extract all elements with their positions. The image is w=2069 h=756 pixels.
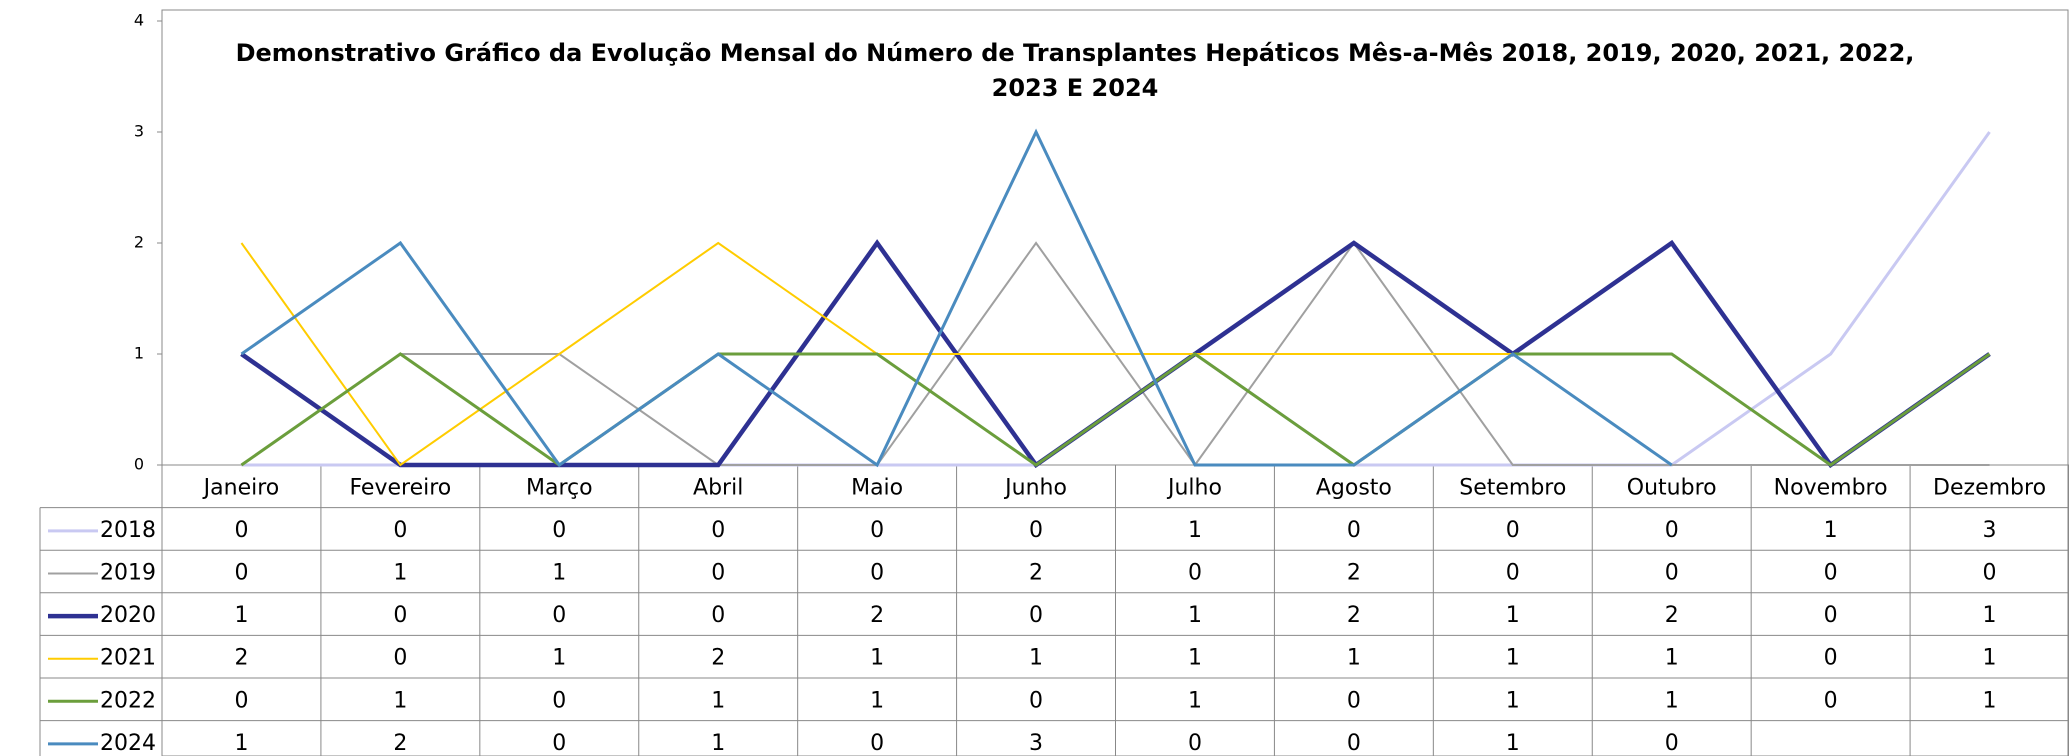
x-tick-label: Abril — [693, 475, 743, 500]
table-value: 2 — [1347, 561, 1361, 586]
table-value: 0 — [1983, 561, 1997, 586]
series-line — [240, 128, 1673, 468]
table-value: 1 — [393, 561, 407, 586]
table-value: 0 — [1824, 646, 1838, 671]
table-value: 1 — [1665, 646, 1679, 671]
y-tick-label: 2 — [134, 233, 144, 252]
table-value: 1 — [1188, 688, 1202, 713]
table-value: 2 — [393, 731, 407, 756]
table-value: 1 — [711, 731, 725, 756]
x-tick-label: Agosto — [1316, 475, 1392, 500]
y-tick-label: 1 — [134, 344, 144, 363]
table-value: 0 — [1347, 731, 1361, 756]
table-value: 1 — [1029, 646, 1043, 671]
table-value: 0 — [1029, 518, 1043, 543]
table-value: 2 — [870, 603, 884, 628]
table-value: 1 — [1506, 731, 1520, 756]
table-value: 0 — [711, 603, 725, 628]
table-value: 0 — [234, 518, 248, 543]
x-tick-label: Fevereiro — [349, 475, 451, 500]
table-value: 0 — [1347, 688, 1361, 713]
table-value: 0 — [552, 688, 566, 713]
x-tick-label: Outubro — [1627, 475, 1717, 500]
table-value: 0 — [1824, 603, 1838, 628]
table-value: 1 — [1506, 688, 1520, 713]
chart-title: Demonstrativo Gráfico da Evolução Mensal… — [235, 39, 1915, 102]
table-value: 1 — [393, 688, 407, 713]
table-value: 2 — [1665, 603, 1679, 628]
table-value: 1 — [1506, 646, 1520, 671]
table-value: 2 — [1029, 561, 1043, 586]
table-value: 0 — [1506, 518, 1520, 543]
y-tick-label: 4 — [134, 11, 144, 30]
x-tick-label: Maio — [851, 475, 903, 500]
table-value: 0 — [1824, 561, 1838, 586]
table-value: 1 — [1824, 518, 1838, 543]
table-value: 0 — [234, 688, 248, 713]
table-value: 0 — [1824, 688, 1838, 713]
table-value: 2 — [234, 646, 248, 671]
legend-label: 2019 — [100, 561, 156, 586]
table-value: 1 — [234, 731, 248, 756]
table-value: 0 — [1188, 731, 1202, 756]
table-value: 2 — [711, 646, 725, 671]
legend-label: 2018 — [100, 518, 156, 543]
table-value: 0 — [1665, 518, 1679, 543]
table-value: 3 — [1029, 731, 1043, 756]
x-tick-label: Julho — [1166, 475, 1222, 500]
legend-label: 2021 — [100, 646, 156, 671]
y-tick-label: 0 — [134, 455, 144, 474]
table-value: 1 — [1347, 646, 1361, 671]
table-value: 0 — [393, 518, 407, 543]
table-value: 0 — [1665, 561, 1679, 586]
x-tick-label: Setembro — [1459, 475, 1566, 500]
table-value: 0 — [1347, 518, 1361, 543]
table-value: 1 — [1188, 518, 1202, 543]
table-value: 0 — [1029, 603, 1043, 628]
x-tick-label: Novembro — [1774, 475, 1888, 500]
table-value: 1 — [552, 646, 566, 671]
table-value: 1 — [1506, 603, 1520, 628]
table-value: 2 — [1347, 603, 1361, 628]
table-value: 1 — [234, 603, 248, 628]
series-line — [240, 352, 1991, 467]
table-value: 1 — [1983, 646, 1997, 671]
table-value: 1 — [1188, 646, 1202, 671]
table-value: 3 — [1983, 518, 1997, 543]
table-value: 1 — [1188, 603, 1202, 628]
table-value: 1 — [1983, 688, 1997, 713]
table-value: 0 — [1506, 561, 1520, 586]
table-value: 1 — [1983, 603, 1997, 628]
table-value: 0 — [870, 561, 884, 586]
table-value: 1 — [870, 646, 884, 671]
legend-label: 2024 — [100, 731, 156, 756]
y-tick-label: 3 — [134, 122, 144, 141]
table-value: 0 — [393, 603, 407, 628]
table-value: 1 — [870, 688, 884, 713]
x-tick-label: Dezembro — [1933, 475, 2046, 500]
table-value: 0 — [1665, 731, 1679, 756]
table-value: 1 — [711, 688, 725, 713]
legend-label: 2020 — [100, 603, 156, 628]
x-tick-label: Janeiro — [202, 475, 280, 500]
table-value: 0 — [1188, 561, 1202, 586]
table-value: 0 — [393, 646, 407, 671]
table-value: 1 — [552, 561, 566, 586]
table-value: 0 — [711, 518, 725, 543]
table-value: 0 — [870, 518, 884, 543]
table-value: 0 — [234, 561, 248, 586]
table-value: 0 — [711, 561, 725, 586]
table-value: 0 — [1029, 688, 1043, 713]
legend-label: 2022 — [100, 688, 156, 713]
x-tick-label: Junho — [1003, 475, 1067, 500]
table-value: 0 — [552, 731, 566, 756]
table-value: 0 — [552, 518, 566, 543]
table-value: 0 — [870, 731, 884, 756]
table-value: 0 — [552, 603, 566, 628]
x-tick-label: Março — [526, 475, 593, 500]
table-value: 1 — [1665, 688, 1679, 713]
